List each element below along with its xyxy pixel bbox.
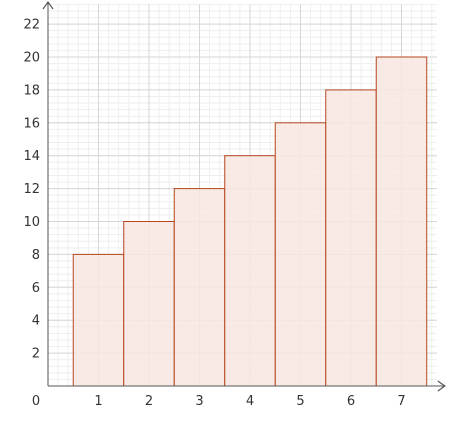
y-tick-label: 20 [23,51,40,66]
x-tick-label: 4 [246,394,254,409]
axes [42,0,446,392]
y-tick-label: 18 [23,83,40,98]
y-tick-label: 2 [32,347,40,362]
x-axis-arrow-icon [437,380,446,392]
y-tick-label: 12 [23,182,40,197]
y-tick-label: 4 [32,314,40,329]
x-tick-label: 0 [32,394,40,409]
y-axis-arrow-icon [42,0,54,10]
x-tick-label: 6 [347,394,355,409]
x-tick-labels: 0 1 2 3 4 5 6 7 [32,394,406,409]
y-tick-label: 10 [23,215,40,230]
y-tick-labels: 2 4 6 8 10 12 14 16 18 20 22 [23,18,40,362]
bar-5 [274,122,327,387]
y-tick-label: 22 [23,18,40,33]
x-tick-label: 5 [296,394,304,409]
y-tick-label: 16 [23,116,40,131]
y-tick-label: 6 [32,281,40,296]
bar-6 [325,89,377,387]
x-tick-label: 2 [145,394,153,409]
bar-4 [224,155,276,387]
y-tick-label: 8 [32,248,40,263]
x-tick-label: 3 [195,394,203,409]
y-tick-label: 14 [23,149,40,164]
x-tick-label: 1 [94,394,102,409]
x-tick-label: 7 [397,394,405,409]
bar-1 [72,253,125,387]
bar-2 [123,221,175,387]
bar-7 [375,56,428,387]
bars [72,56,428,387]
bar-3 [173,188,226,387]
